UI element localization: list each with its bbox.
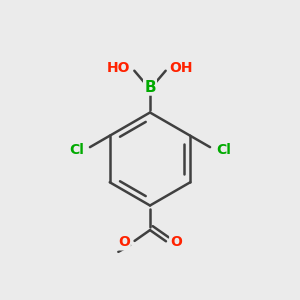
- Text: OH: OH: [169, 61, 193, 75]
- Text: O: O: [118, 236, 130, 249]
- Text: Cl: Cl: [216, 143, 231, 157]
- Text: Cl: Cl: [69, 143, 84, 157]
- Text: B: B: [144, 80, 156, 94]
- Text: HO: HO: [107, 61, 131, 75]
- Text: O: O: [170, 236, 182, 249]
